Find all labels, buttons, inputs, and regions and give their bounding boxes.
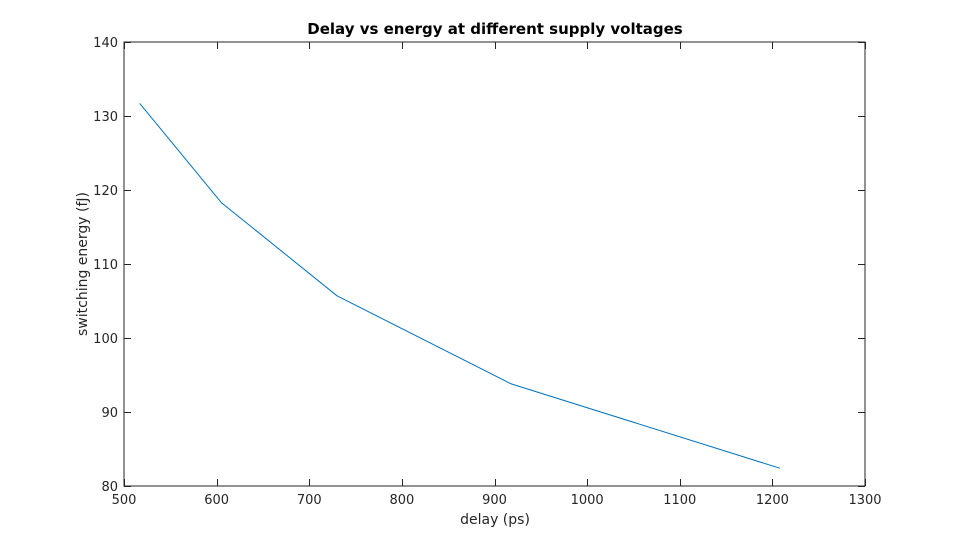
y-tick-label-90: 90	[101, 406, 118, 421]
y-tick-label-130: 130	[93, 110, 118, 125]
x-tick-label-1200: 1200	[756, 493, 789, 508]
series-line-0	[139, 103, 780, 469]
y-tick-label-120: 120	[93, 184, 118, 199]
x-tick-label-1000: 1000	[571, 493, 604, 508]
y-axis-label: switching energy (fJ)	[75, 192, 91, 336]
y-tick-label-100: 100	[93, 332, 118, 347]
y-tick-label-110: 110	[93, 258, 118, 273]
plot-area: 500 600 700 800 900 1000 1100 1200 1300 80 90 100 11…	[93, 36, 881, 508]
axes-box	[123, 41, 866, 487]
x-tick-label-900: 900	[482, 493, 507, 508]
x-tick-label-800: 800	[389, 493, 414, 508]
chart-title: Delay vs energy at different supply volt…	[307, 20, 683, 38]
x-tick-label-600: 600	[204, 493, 229, 508]
x-axis-label: delay (ps)	[460, 512, 530, 528]
y-tick-label-80: 80	[101, 480, 118, 495]
x-tick-label-1100: 1100	[663, 493, 696, 508]
x-tick-label-1300: 1300	[848, 493, 881, 508]
y-tick-label-140: 140	[93, 36, 118, 51]
x-tick-label-700: 700	[297, 493, 322, 508]
x-tick-label-500: 500	[112, 493, 137, 508]
